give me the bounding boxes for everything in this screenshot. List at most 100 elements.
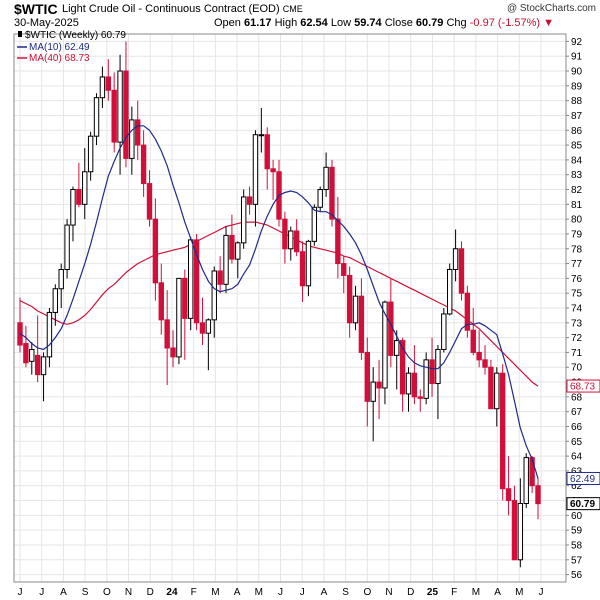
candle bbox=[270, 159, 276, 200]
y-tick-label: 60 bbox=[571, 511, 583, 522]
x-tick-label: S bbox=[342, 587, 349, 598]
candle bbox=[352, 285, 359, 331]
candle-body bbox=[370, 381, 376, 402]
x-tick-label: N bbox=[385, 587, 392, 598]
candle bbox=[158, 263, 164, 335]
close-value: 60.79 bbox=[415, 17, 444, 29]
x-tick-label: O bbox=[363, 587, 371, 598]
candle bbox=[223, 226, 229, 294]
legend-ma40: MA(40) 68.73 bbox=[29, 53, 90, 64]
candle bbox=[482, 345, 488, 375]
y-tick-label: 82 bbox=[571, 185, 583, 196]
candle bbox=[87, 131, 94, 181]
candle-body bbox=[252, 134, 259, 205]
candle bbox=[229, 214, 235, 264]
chg-value: -0.97 (-1.57%) bbox=[469, 17, 541, 29]
candle-body bbox=[229, 234, 235, 260]
candle-body bbox=[352, 295, 359, 324]
candle bbox=[358, 278, 365, 360]
candle-body bbox=[82, 171, 88, 205]
close-tag-box bbox=[566, 497, 600, 511]
y-tick-label: 58 bbox=[571, 540, 583, 551]
candle bbox=[199, 297, 206, 346]
candle bbox=[164, 290, 170, 386]
legend-price-swatch bbox=[18, 31, 22, 37]
y-tick-label: 87 bbox=[571, 111, 583, 122]
y-tick-label: 57 bbox=[571, 555, 583, 566]
chart-header: $WTIC Light Crude Oil - Continuous Contr… bbox=[0, 0, 600, 40]
candle-body bbox=[58, 268, 64, 290]
candle bbox=[499, 364, 506, 501]
candle bbox=[464, 285, 471, 338]
candle-body bbox=[517, 503, 524, 561]
candle-body bbox=[246, 196, 253, 205]
y-tick-label: 66 bbox=[571, 422, 583, 433]
candle-body bbox=[488, 366, 494, 410]
candle bbox=[205, 318, 212, 371]
candle bbox=[117, 54, 123, 175]
x-tick-label: M bbox=[472, 587, 480, 598]
last-value-tags: 68.73 62.49 60.79 bbox=[566, 379, 600, 511]
candle-body bbox=[394, 340, 400, 356]
candle bbox=[423, 352, 429, 405]
candle-body bbox=[317, 189, 323, 208]
candle-body bbox=[258, 134, 265, 137]
candle-body bbox=[311, 206, 318, 242]
candle-body bbox=[323, 166, 329, 191]
candle-body bbox=[99, 76, 106, 99]
candle-body bbox=[52, 288, 59, 313]
candle-body bbox=[152, 218, 159, 284]
y-tick-label: 89 bbox=[571, 81, 583, 92]
candle bbox=[52, 284, 59, 326]
x-tick-label: M bbox=[255, 587, 263, 598]
candle-body bbox=[70, 189, 76, 226]
y-tick-label: 62 bbox=[571, 481, 583, 492]
x-tick-label: D bbox=[147, 587, 154, 598]
candle bbox=[417, 389, 423, 412]
candle bbox=[399, 337, 406, 412]
candle-body bbox=[494, 372, 500, 410]
y-tick-label: 59 bbox=[571, 526, 583, 537]
x-tick-label: M bbox=[515, 587, 523, 598]
candle bbox=[394, 330, 400, 390]
y-tick-label: 65 bbox=[571, 437, 583, 448]
candle bbox=[105, 59, 111, 101]
exchange-label: CME bbox=[282, 4, 303, 14]
candle-body bbox=[282, 218, 288, 250]
candle-body bbox=[164, 319, 170, 349]
candle bbox=[182, 269, 188, 360]
candle bbox=[246, 186, 253, 215]
open-label: Open bbox=[214, 17, 241, 29]
candle-body bbox=[405, 372, 412, 395]
ohlc-readout: Open 61.17 High 62.54 Low 59.74 Close 60… bbox=[214, 17, 554, 29]
y-tick-label: 78 bbox=[571, 244, 583, 255]
x-tick-label: D bbox=[407, 587, 414, 598]
candle-body bbox=[176, 277, 182, 358]
candle-body bbox=[346, 274, 353, 324]
candle bbox=[140, 130, 147, 197]
x-tick-label: A bbox=[321, 587, 328, 598]
candle bbox=[264, 127, 270, 190]
candle bbox=[494, 367, 500, 427]
open-value: 61.17 bbox=[243, 17, 272, 29]
candle bbox=[470, 308, 476, 356]
chg-label: Chg bbox=[446, 17, 467, 29]
x-tick-label: J bbox=[300, 587, 305, 598]
candle bbox=[82, 148, 88, 220]
x-axis: J J A S O N D 24 F M A M J J A S O N D 25 F M A M J bbox=[18, 587, 544, 598]
candle bbox=[511, 485, 518, 561]
candle-body bbox=[182, 277, 188, 319]
candle-body bbox=[117, 70, 123, 143]
candle-body bbox=[329, 166, 335, 220]
y-tick-label: 74 bbox=[571, 304, 583, 315]
y-tick-label: 79 bbox=[571, 229, 583, 240]
x-tick-label: J bbox=[278, 587, 283, 598]
candle bbox=[411, 345, 418, 405]
candle-body bbox=[146, 183, 153, 220]
symbol-label: $WTIC bbox=[14, 1, 58, 17]
legend: $WTIC (Weekly) 60.79 MA(10) 62.49 MA(40)… bbox=[17, 30, 126, 64]
candle-body bbox=[76, 189, 82, 205]
ma40-line bbox=[19, 221, 539, 387]
x-tick-label: J bbox=[539, 587, 544, 598]
y-tick-label: 80 bbox=[571, 215, 583, 226]
